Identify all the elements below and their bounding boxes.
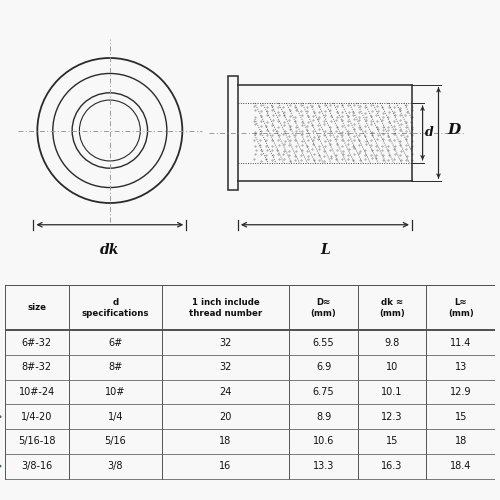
Text: 3/8-16: 3/8-16 [21, 461, 52, 471]
Text: 18: 18 [454, 436, 467, 446]
Text: 11.4: 11.4 [450, 338, 471, 347]
Text: 16.3: 16.3 [382, 461, 403, 471]
Text: 24: 24 [220, 387, 232, 397]
Text: 8#-32: 8#-32 [22, 362, 52, 372]
Bar [228, 76, 238, 190]
Text: 5/16-18: 5/16-18 [18, 436, 56, 446]
Text: 8.9: 8.9 [316, 412, 331, 422]
Text: 10: 10 [386, 362, 398, 372]
Text: 9.8: 9.8 [384, 338, 400, 347]
Text: 13.3: 13.3 [313, 461, 334, 471]
Text: D: D [447, 124, 460, 138]
Text: 1/4: 1/4 [108, 412, 123, 422]
Text: 32: 32 [220, 338, 232, 347]
Text: 16: 16 [220, 461, 232, 471]
Text: L: L [320, 243, 330, 257]
Text: 10.6: 10.6 [313, 436, 334, 446]
Text: 3/8: 3/8 [108, 461, 123, 471]
Text: 20: 20 [220, 412, 232, 422]
Text: 6.9: 6.9 [316, 362, 331, 372]
Text: 6#: 6# [108, 338, 122, 347]
Text: D≈
(mm): D≈ (mm) [310, 298, 336, 318]
Text: L≈
(mm): L≈ (mm) [448, 298, 473, 318]
Text: 13: 13 [454, 362, 467, 372]
Text: 18.4: 18.4 [450, 461, 471, 471]
Text: size: size [28, 303, 46, 312]
Text: 15: 15 [386, 436, 398, 446]
Text: dk ≈
(mm): dk ≈ (mm) [379, 298, 405, 318]
Text: 10#: 10# [105, 387, 126, 397]
Text: 10#-24: 10#-24 [18, 387, 55, 397]
Text: 18: 18 [220, 436, 232, 446]
Text: 6.55: 6.55 [312, 338, 334, 347]
Text: d
specifications: d specifications [82, 298, 149, 318]
Text: 32: 32 [220, 362, 232, 372]
Text: 6#-32: 6#-32 [22, 338, 52, 347]
Text: 12.3: 12.3 [382, 412, 403, 422]
Text: 10.1: 10.1 [382, 387, 403, 397]
Text: 1/4-20: 1/4-20 [21, 412, 52, 422]
Text: dk: dk [100, 243, 119, 257]
Text: d: d [424, 126, 433, 140]
Text: 8#: 8# [108, 362, 122, 372]
Text: 6.75: 6.75 [312, 387, 334, 397]
Text: 15: 15 [454, 412, 467, 422]
Text: 12.9: 12.9 [450, 387, 471, 397]
Text: 5/16: 5/16 [104, 436, 126, 446]
Text: 1 inch include
thread number: 1 inch include thread number [189, 298, 262, 318]
